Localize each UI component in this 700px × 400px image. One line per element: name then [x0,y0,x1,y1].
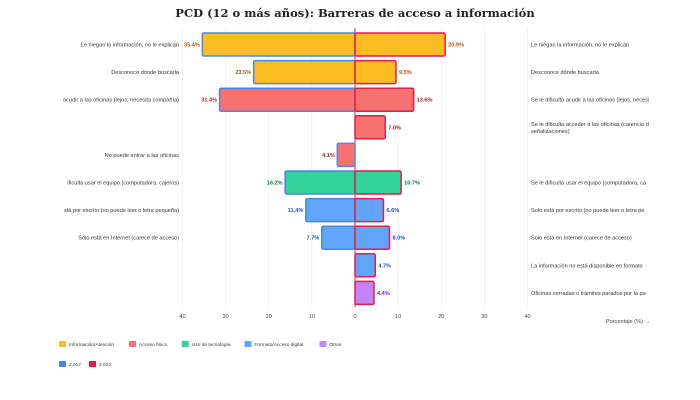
right-category-label: Se le dificulta acceder a las oficinas (… [531,122,649,135]
bar-2022 [354,59,397,85]
legend-year-label: 2,017 [69,362,81,368]
left-category-label: acudir a las oficinas (lejos, necesita c… [63,98,179,104]
legend-label: Formato/Acceso digital [255,342,304,348]
legend-swatch [129,341,136,347]
bar-2022 [354,197,385,223]
legend-swatch [181,341,189,347]
legend-swatch [319,341,327,347]
left-category-labels: Le niegan la información, no le explican… [63,43,180,242]
value-label-2017: 7.7% [307,236,320,242]
legend-label: Información/Atención [69,342,114,348]
x-tick-label: 10 [309,314,315,320]
legend-swatch [244,341,252,347]
bar-2017 [252,59,356,85]
x-tick-label: 20 [438,314,444,320]
x-axis-ticks: 40 30 20 10 0 10 20 30 40 [179,314,530,320]
legend-year-swatch [89,361,96,367]
right-category-label: Oficinas cerradas o trámites parados por… [531,291,647,297]
right-category-label: Le niegan la información, no le explican [531,43,629,49]
x-tick-label: 40 [524,314,530,320]
legend-year-label: 2,022 [99,362,111,368]
value-labels: 35.4% 20.9% 23.5% 9.5% 31.4% 13.6% 7.0% 4.1% 16.… [184,43,464,297]
value-label-2022: 6.6% [386,208,399,214]
chart-title: PCD (12 o más años): Barreras de acceso … [175,6,535,20]
value-label-2017: 23.5% [235,70,251,76]
legend-year-swatch [59,361,66,367]
bar-2022 [354,253,377,278]
value-label-2017: 35.4% [184,43,200,49]
right-category-label: La información no está disponible en for… [531,263,643,269]
left-category-label: No puede entrar a las oficinas [105,153,180,159]
left-category-label: Solo está en Internet (carece de acceso) [78,236,179,242]
legend-label: Otros [329,342,341,348]
value-label-2017: 16.2% [267,181,283,187]
left-category-label: ificulta usar el equipo (computadora, ca… [67,181,179,187]
x-tick-label: 40 [179,314,185,320]
x-tick-label: 20 [266,314,272,320]
left-category-label: stá por escrito (no puede leer o letra p… [64,208,179,214]
right-category-label: Solo está por escrito (no puede leer o l… [531,208,645,214]
legend-label: Acceso físico [139,342,168,348]
left-category-label: Le niegan la información, no le explican [81,43,179,49]
x-axis-label: Porcentaje (%) → [606,319,650,325]
value-label-2022: 4.7% [378,263,391,269]
bars [201,32,446,306]
bar-2022 [354,115,386,140]
right-category-label: Se le dificulta usar el equipo (computad… [531,181,647,187]
right-category-labels: Le niegan la información, no le explican… [531,43,649,297]
x-tick-label: 30 [481,314,487,320]
x-tick-label: 0 [353,314,356,320]
legend: Información/Atención Acceso físico Uso de … [59,341,342,368]
bar-2022 [354,225,391,250]
right-category-label: Solo está en Internet (carece de acceso) [531,236,632,242]
x-tick-label: 30 [223,314,229,320]
bar-2017 [321,225,356,250]
value-label-2022: 7.0% [388,125,401,131]
left-category-label: Desconoce dónde buscarla [111,70,180,76]
value-label-2017: 4.1% [322,153,335,159]
value-label-2022: 9.5% [399,70,412,76]
legend-swatch [59,341,66,347]
bar-2022 [354,87,415,112]
value-label-2022: 8.0% [393,236,406,242]
bar-2022 [354,32,446,57]
value-label-2017: 31.4% [201,98,217,104]
value-label-2022: 10.7% [404,181,420,187]
bar-2017 [218,87,356,112]
value-label-2022: 20.9% [448,43,464,49]
right-category-label: Se le dificulta acudir a las oficinas (l… [531,98,649,104]
bar-2017 [336,142,356,168]
value-label-2017: 11.4% [288,208,304,214]
bar-2017 [305,197,356,223]
bar-2017 [201,32,356,57]
value-label-2022: 13.6% [417,98,433,104]
right-category-label: Desconoce dónde buscarla [531,70,600,76]
bar-2017 [284,170,356,195]
legend-label: Uso de tecnología [192,342,231,348]
x-tick-label: 10 [395,314,401,320]
value-label-2022: 4.4% [377,291,390,297]
bar-2022 [354,280,375,306]
bar-2022 [354,170,402,195]
